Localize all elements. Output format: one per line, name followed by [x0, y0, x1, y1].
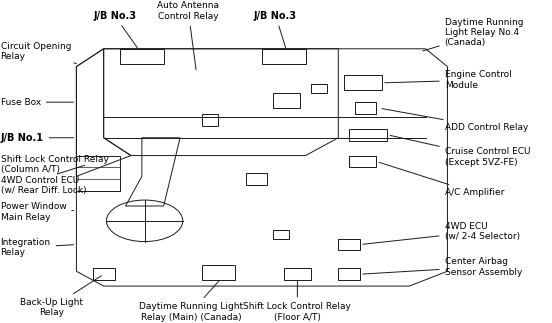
- Text: 4WD ECU
(w/ 2-4 Selector): 4WD ECU (w/ 2-4 Selector): [363, 222, 520, 244]
- Bar: [246, 173, 267, 185]
- Bar: [202, 265, 235, 280]
- Bar: [202, 114, 218, 126]
- Bar: [355, 102, 376, 114]
- Bar: [120, 49, 164, 64]
- Bar: [93, 268, 115, 280]
- Text: Daytime Running Light
Relay (Main) (Canada): Daytime Running Light Relay (Main) (Cana…: [139, 281, 243, 322]
- Text: Auto Antenna
Control Relay: Auto Antenna Control Relay: [157, 1, 219, 70]
- Bar: [273, 230, 289, 239]
- Bar: [349, 129, 388, 141]
- Text: Fuse Box: Fuse Box: [1, 98, 73, 107]
- Bar: [338, 239, 360, 251]
- Text: Shift Lock Control Relay
(Floor A/T): Shift Lock Control Relay (Floor A/T): [243, 281, 351, 322]
- Text: Daytime Running
Light Relay No.4
(Canada): Daytime Running Light Relay No.4 (Canada…: [423, 17, 523, 51]
- Bar: [349, 156, 376, 167]
- Text: Integration
Relay: Integration Relay: [1, 238, 73, 257]
- Bar: [273, 93, 300, 108]
- Text: A/C Amplifier: A/C Amplifier: [379, 162, 504, 197]
- Text: Back-Up Light
Relay: Back-Up Light Relay: [20, 276, 102, 318]
- Text: J/B No.1: J/B No.1: [1, 133, 73, 143]
- Bar: [311, 84, 327, 93]
- Text: Engine Control
Module: Engine Control Module: [385, 70, 512, 89]
- Bar: [262, 49, 306, 64]
- Text: Center Airbag
Sensor Assembly: Center Airbag Sensor Assembly: [363, 257, 522, 276]
- Bar: [338, 268, 360, 280]
- Text: Power Window
Main Relay: Power Window Main Relay: [1, 202, 73, 222]
- Bar: [344, 76, 382, 90]
- Bar: [284, 268, 311, 280]
- Text: J/B No.3: J/B No.3: [254, 11, 297, 47]
- Text: Circuit Opening
Relay: Circuit Opening Relay: [1, 42, 76, 64]
- Text: Shift Lock Control Relay
(Column A/T)
4WD Control ECU
(w/ Rear Diff. Lock): Shift Lock Control Relay (Column A/T) 4W…: [1, 155, 108, 195]
- Text: J/B No.3: J/B No.3: [93, 11, 137, 48]
- Text: ADD Control Relay: ADD Control Relay: [382, 109, 528, 132]
- Text: Cruise Control ECU
(Except 5VZ-FE): Cruise Control ECU (Except 5VZ-FE): [390, 135, 530, 167]
